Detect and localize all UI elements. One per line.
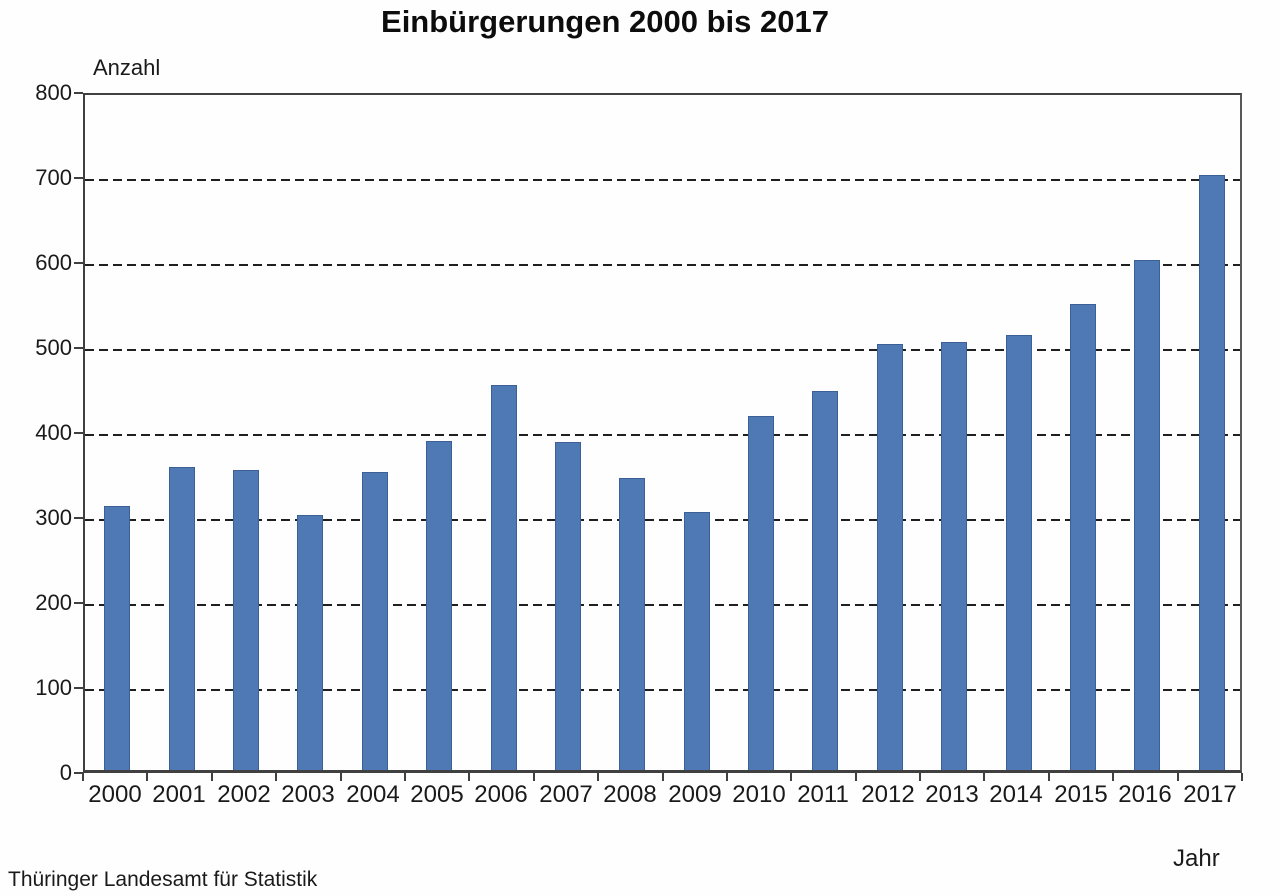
x-axis-tick-3 [275,773,277,781]
bar-2007 [555,442,581,770]
bar-2003 [297,515,323,770]
gridline-600 [85,264,1240,266]
source-note: Thüringer Landesamt für Statistik [8,868,318,891]
bar-2008 [619,478,645,770]
x-tick-label-2013: 2013 [925,781,979,808]
y-tick-label-500: 500 [35,335,72,360]
gridline-400 [85,434,1240,436]
x-tick-label-2004: 2004 [346,781,400,808]
bar-2014 [1006,335,1032,770]
x-axis-tick-12 [855,773,857,781]
y-tick-label-300: 300 [35,505,72,530]
x-axis-tick-4 [340,773,342,781]
gridline-500 [85,349,1240,351]
y-axis-title: Anzahl [93,55,161,80]
x-axis-title: Jahr [1173,845,1220,872]
bar-2010 [748,416,774,770]
x-tick-label-2016: 2016 [1118,781,1172,808]
y-tick-label-700: 700 [35,165,72,190]
bar-2002 [233,470,259,770]
x-axis-tick-10 [726,773,728,781]
x-tick-label-2009: 2009 [668,781,722,808]
chart-title: Einbürgerungen 2000 bis 2017 [381,4,829,39]
y-tick-100 [74,687,83,689]
bar-2005 [426,441,452,770]
x-tick-label-2014: 2014 [989,781,1043,808]
x-axis-tick-16 [1112,773,1114,781]
x-tick-label-2000: 2000 [88,781,142,808]
gridline-200 [85,604,1240,606]
bar-2011 [812,391,838,770]
x-tick-label-2010: 2010 [732,781,786,808]
x-tick-label-2005: 2005 [410,781,464,808]
x-tick-label-2007: 2007 [539,781,593,808]
x-axis-tick-14 [983,773,985,781]
x-axis-tick-2 [211,773,213,781]
gridline-700 [85,179,1240,181]
x-tick-label-2012: 2012 [861,781,915,808]
y-tick-label-600: 600 [35,250,72,275]
y-tick-600 [74,262,83,264]
bar-2017 [1199,175,1225,770]
bar-2000 [104,506,130,770]
y-tick-800 [74,92,83,94]
bar-2004 [362,472,388,770]
x-axis-tick-8 [597,773,599,781]
bar-2013 [941,342,967,770]
bar-2001 [169,467,195,770]
x-axis-tick-1 [146,773,148,781]
y-tick-400 [74,432,83,434]
bar-2006 [491,385,517,770]
y-tick-500 [74,347,83,349]
y-tick-label-0: 0 [59,760,72,785]
bar-2016 [1134,260,1160,770]
y-tick-0 [74,772,83,774]
gridline-300 [85,519,1240,521]
x-axis-tick-17 [1177,773,1179,781]
x-axis-tick-9 [662,773,664,781]
x-axis-tick-7 [533,773,535,781]
y-tick-200 [74,602,83,604]
bar-2009 [684,512,710,770]
x-axis-tick-0 [82,773,84,781]
bar-2012 [877,344,903,770]
gridline-100 [85,689,1240,691]
y-tick-label-400: 400 [35,420,72,445]
y-tick-300 [74,517,83,519]
x-tick-label-2001: 2001 [152,781,206,808]
x-tick-label-2006: 2006 [474,781,528,808]
x-tick-label-2015: 2015 [1054,781,1108,808]
x-tick-label-2008: 2008 [603,781,657,808]
x-tick-label-2003: 2003 [281,781,335,808]
x-tick-label-2011: 2011 [797,781,849,808]
plot-area [83,93,1242,773]
x-axis-tick-13 [919,773,921,781]
x-axis-tick-5 [404,773,406,781]
x-tick-label-2002: 2002 [217,781,271,808]
x-axis-tick-15 [1048,773,1050,781]
x-tick-label-2017: 2017 [1183,781,1237,808]
bar-2015 [1070,304,1096,770]
x-axis-tick-6 [468,773,470,781]
y-tick-label-200: 200 [35,590,72,615]
y-tick-700 [74,177,83,179]
y-tick-label-800: 800 [35,80,72,105]
x-axis-tick-11 [790,773,792,781]
y-tick-label-100: 100 [35,675,72,700]
x-axis-tick-18 [1241,773,1243,781]
